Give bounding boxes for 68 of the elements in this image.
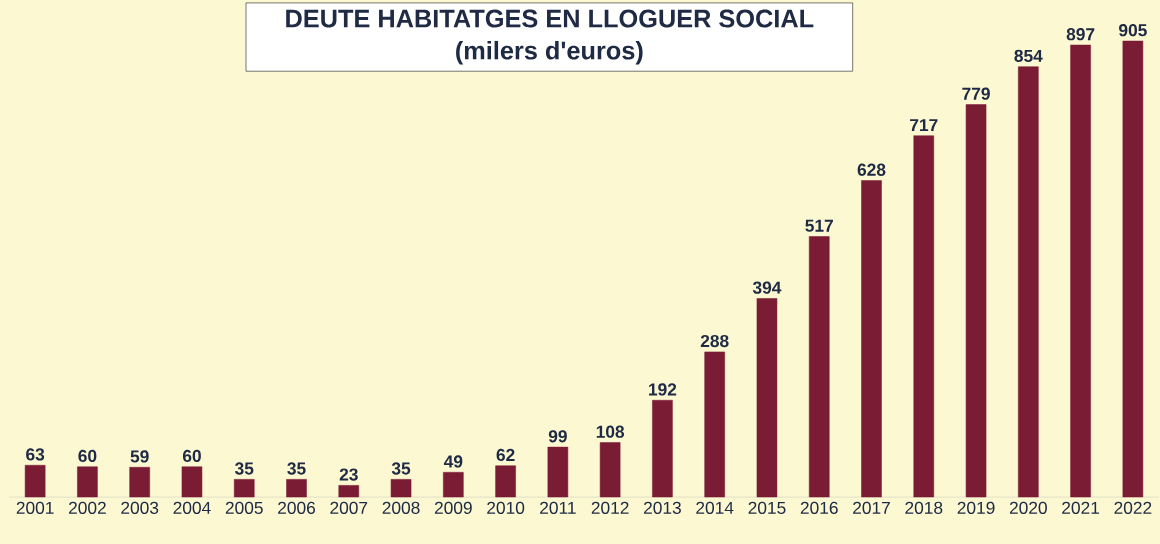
x-tick-label: 2022 (1114, 501, 1152, 514)
bar (443, 472, 464, 498)
data-label: 779 (962, 87, 990, 100)
x-tick-label: 2002 (69, 501, 106, 514)
data-label: 35 (391, 462, 411, 475)
data-label: 60 (182, 449, 201, 463)
bar (913, 135, 935, 498)
data-label: 63 (26, 448, 45, 461)
bar (965, 104, 987, 498)
bar (24, 464, 46, 498)
data-label: 62 (496, 448, 515, 462)
x-tick-label: 2015 (748, 501, 786, 514)
x-tick-label: 2008 (382, 501, 420, 514)
x-tick-label: 2011 (540, 501, 576, 514)
x-tick-label: 2012 (591, 501, 629, 514)
bar (547, 446, 569, 498)
data-label: 897 (1066, 28, 1095, 41)
data-label: 35 (287, 462, 306, 475)
bar (77, 466, 98, 498)
data-label: 35 (234, 462, 254, 475)
data-label: 905 (1119, 24, 1147, 37)
x-tick-label: 2020 (1009, 501, 1047, 514)
x-tick-label: 2010 (487, 501, 525, 514)
x-tick-label: 2003 (121, 501, 159, 514)
data-label: 59 (130, 450, 149, 463)
data-label: 517 (805, 219, 833, 232)
x-tick-label: 2016 (800, 501, 838, 514)
data-label: 717 (910, 119, 938, 132)
bar (808, 236, 830, 498)
bar (181, 466, 203, 498)
data-label: 99 (548, 430, 567, 443)
x-tick-label: 2019 (957, 501, 995, 514)
data-label: 108 (596, 425, 625, 438)
x-tick-label: 2009 (434, 501, 472, 514)
bar (756, 298, 778, 498)
bar (390, 479, 412, 498)
bar (233, 479, 255, 498)
bar (129, 467, 150, 498)
data-label: 854 (1014, 49, 1043, 63)
x-tick-label: 2018 (905, 501, 943, 514)
chart-title: DEUTE HABITATGES EN LLOGUER SOCIAL (286, 9, 814, 28)
bar (1122, 40, 1144, 498)
bar (495, 465, 516, 498)
bar (338, 485, 360, 498)
x-tick-label: 2017 (853, 501, 890, 514)
x-tick-label: 2001 (16, 501, 54, 514)
x-tick-label: 2006 (278, 501, 316, 514)
bar (652, 400, 673, 498)
bar (704, 351, 725, 498)
data-label: 394 (752, 281, 782, 294)
data-label: 60 (78, 449, 97, 463)
bar (599, 442, 621, 498)
x-tick-label: 2005 (225, 501, 263, 514)
x-tick-label: 2013 (644, 501, 681, 514)
data-label: 49 (443, 455, 463, 468)
x-tick-label: 2021 (1062, 501, 1100, 514)
x-tick-label: 2007 (330, 501, 368, 514)
data-label: 628 (857, 163, 886, 176)
bar (286, 479, 307, 498)
bar (861, 180, 882, 498)
bar (1018, 66, 1039, 498)
chart-subtitle: (milers d'euros) (456, 40, 643, 65)
data-label: 23 (339, 468, 358, 481)
x-tick-label: 2014 (696, 501, 734, 514)
bar (1070, 44, 1091, 498)
x-tick-label: 2004 (173, 501, 211, 514)
data-label: 288 (700, 334, 729, 348)
data-label: 192 (649, 383, 677, 396)
